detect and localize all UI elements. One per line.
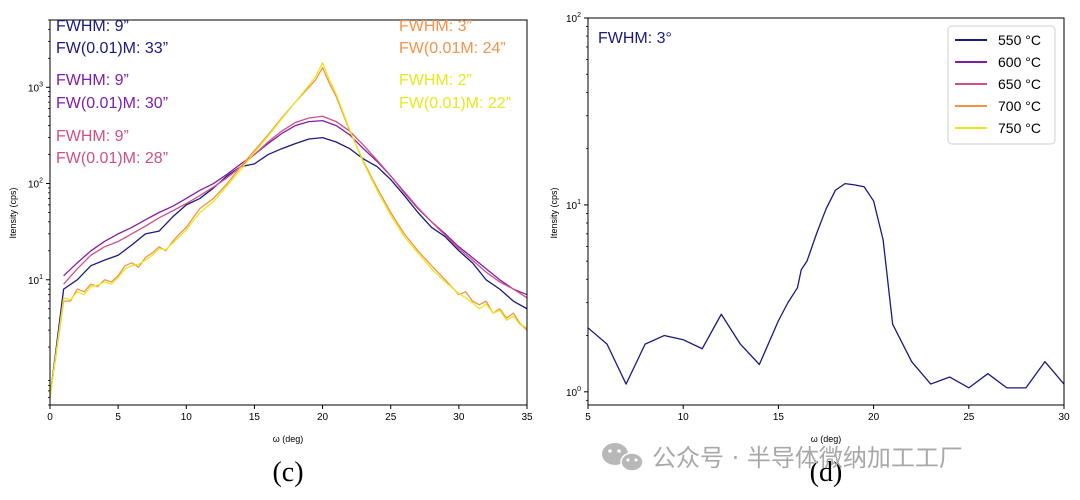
anno-750-fw001m: FW(0.01)M: 22” bbox=[399, 95, 511, 112]
axes-frame-d bbox=[587, 17, 1065, 406]
anno-750-fwhm: FWHM: 2” bbox=[399, 72, 472, 89]
anno-600-fw001m: FW(0.01)M: 30” bbox=[56, 95, 168, 112]
anno-650-fw001m: FW(0.01)M: 28” bbox=[56, 150, 168, 167]
legend-entry-600: 600 °C bbox=[955, 54, 1041, 70]
axes-frame-c bbox=[49, 19, 528, 406]
x-axis-title-c: ω (deg) bbox=[273, 434, 304, 444]
legend-label-600: 600 °C bbox=[998, 54, 1041, 70]
y-tick-label: 100 bbox=[566, 386, 581, 399]
panel-label-d: (d) bbox=[810, 457, 843, 488]
legend-entry-650: 650 °C bbox=[955, 76, 1041, 92]
legend-label-750: 750 °C bbox=[998, 120, 1041, 136]
x-tick-label: 0 bbox=[47, 412, 53, 423]
annotation-750c: FWHM: 2” FW(0.01)M: 22” bbox=[399, 72, 511, 112]
watermark: 公众号 · 半导体微纳加工工厂 bbox=[602, 443, 963, 472]
panel-label-c: (c) bbox=[272, 457, 303, 488]
x-tick-label: 10 bbox=[181, 412, 193, 423]
x-tick-labels-c: 0 5 10 15 20 25 30 35 bbox=[47, 412, 533, 423]
x-tick-labels-d: 5 10 15 20 25 30 bbox=[585, 412, 1070, 423]
anno-700-fw001m: FW(0.01M: 24” bbox=[399, 40, 506, 57]
y-axis-title-c: Itensity (cps) bbox=[8, 187, 18, 238]
axes-ticks-c bbox=[46, 19, 528, 409]
legend-box bbox=[947, 25, 1056, 145]
annotation-550c: FWHM: 9” FW(0.01)M: 33” bbox=[56, 18, 168, 57]
legend: 550 °C 600 °C 650 °C 700 °C 750 °C bbox=[947, 25, 1056, 145]
y-tick-label: 102 bbox=[566, 12, 581, 25]
plot-area-c bbox=[50, 20, 527, 405]
y-axis-title-d: Itensity (cps) bbox=[549, 187, 559, 238]
watermark-text: 公众号 · 半导体微纳加工工厂 bbox=[652, 444, 963, 472]
chart-panel-d: 5 10 15 20 25 30 100 101 102 ω (deg) Itensity (… bbox=[549, 12, 1070, 488]
series-group-c bbox=[49, 62, 528, 398]
anno-d-fwhm: FWHM: 3° bbox=[598, 30, 672, 47]
anno-600-fwhm: FWHM: 9” bbox=[56, 72, 129, 89]
x-tick-label: 5 bbox=[585, 412, 591, 423]
anno-650-fwhm: FWHM: 9” bbox=[56, 128, 129, 145]
x-tick-label: 10 bbox=[678, 412, 690, 423]
y-tick-labels-c: 101 102 103 bbox=[28, 81, 43, 286]
legend-entry-700: 700 °C bbox=[955, 98, 1041, 114]
x-tick-label: 20 bbox=[868, 412, 880, 423]
anno-550-fw001m: FW(0.01)M: 33” bbox=[56, 40, 168, 57]
y-tick-label: 102 bbox=[28, 178, 43, 191]
legend-label-550: 550 °C bbox=[998, 32, 1041, 48]
series-line-650-c bbox=[63, 115, 528, 299]
chart-panel-c: 0 5 10 15 20 25 30 35 101 102 103 ω (deg) Itensit… bbox=[8, 18, 533, 488]
x-tick-label: 30 bbox=[453, 412, 465, 423]
legend-label-650: 650 °C bbox=[998, 76, 1041, 92]
legend-entry-550: 550 °C bbox=[955, 32, 1041, 48]
annotation-600c: FWHM: 9” FW(0.01)M: 30” bbox=[56, 72, 168, 112]
annotation-650c: FWHM: 9” FW(0.01)M: 28” bbox=[56, 128, 168, 167]
x-tick-label: 15 bbox=[773, 412, 785, 423]
x-tick-label: 25 bbox=[963, 412, 975, 423]
legend-label-700: 700 °C bbox=[998, 98, 1041, 114]
y-tick-label: 101 bbox=[566, 199, 581, 212]
x-tick-label: 25 bbox=[385, 412, 397, 423]
legend-entry-750: 750 °C bbox=[955, 120, 1041, 136]
x-axis-title-d: ω (deg) bbox=[811, 434, 842, 444]
wechat-icon bbox=[602, 443, 644, 472]
x-tick-label: 35 bbox=[521, 412, 533, 423]
x-tick-label: 30 bbox=[1058, 412, 1070, 423]
annotation-700c: FWHM: 3” FW(0.01M: 24” bbox=[399, 18, 506, 57]
y-tick-labels-d: 100 101 102 bbox=[566, 12, 581, 399]
series-line-700-c bbox=[49, 66, 528, 398]
anno-550-fwhm: FWHM: 9” bbox=[56, 18, 129, 35]
series-line-750-c bbox=[49, 62, 528, 398]
y-tick-label: 103 bbox=[28, 81, 43, 94]
series-group-d bbox=[587, 182, 1065, 389]
x-tick-label: 5 bbox=[115, 412, 121, 423]
x-tick-label: 20 bbox=[317, 412, 329, 423]
x-tick-label: 15 bbox=[249, 412, 261, 423]
series-line-550-c bbox=[49, 136, 528, 398]
series-line-550-d bbox=[587, 182, 1065, 389]
y-tick-label: 101 bbox=[28, 274, 43, 287]
anno-700-fwhm: FWHM: 3” bbox=[399, 18, 472, 35]
series-line-600-c bbox=[63, 120, 528, 296]
